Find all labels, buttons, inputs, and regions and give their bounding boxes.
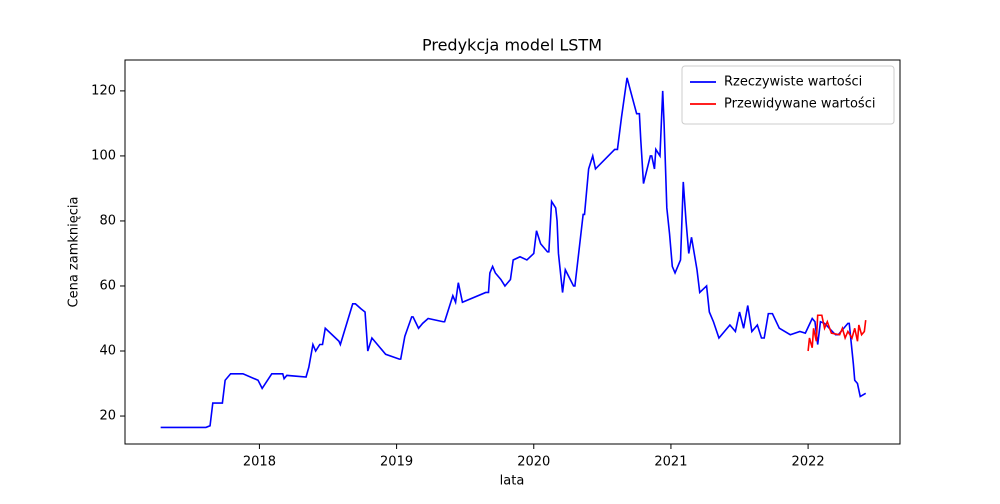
x-axis-label: lata <box>500 474 525 489</box>
x-tick-label: 2020 <box>517 455 550 470</box>
x-tick-label: 2021 <box>654 455 687 470</box>
legend-box <box>681 65 895 125</box>
line-series <box>160 77 867 429</box>
plot-frame <box>124 59 901 445</box>
y-axis-label: Cena zamknięcia <box>67 197 82 308</box>
chart-title: Predykcja model LSTM <box>422 36 602 55</box>
legend-label: Przewidywane wartości <box>724 97 875 112</box>
y-tick-label: 100 <box>91 148 116 163</box>
line-series <box>807 314 867 352</box>
y-tick-label: 20 <box>99 409 116 424</box>
x-tick-label: 2022 <box>792 455 825 470</box>
legend-label: Rzeczywiste wartości <box>724 75 862 90</box>
y-tick-label: 80 <box>99 213 116 228</box>
y-tick-label: 60 <box>99 278 116 293</box>
y-tick-label: 120 <box>91 83 116 98</box>
x-tick-label: 2019 <box>380 455 413 470</box>
y-tick-label: 40 <box>99 344 116 359</box>
x-tick-label: 2018 <box>243 455 276 470</box>
